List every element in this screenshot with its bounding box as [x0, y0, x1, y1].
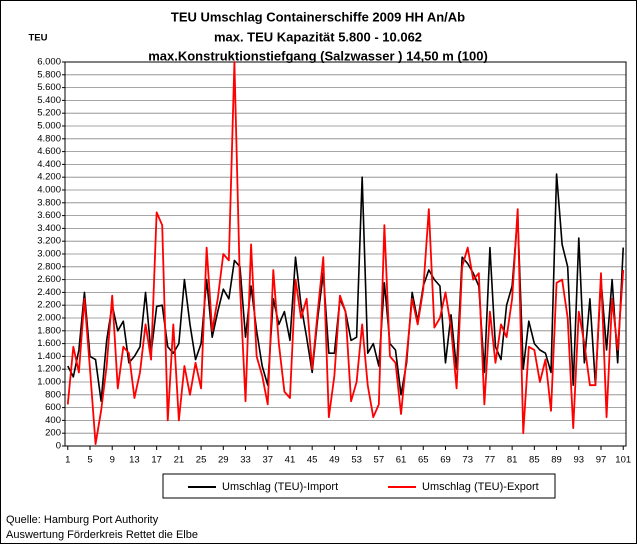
plot-area — [64, 61, 627, 447]
y-tick-label: 5.600 — [37, 82, 61, 93]
x-tick-label: 89 — [551, 455, 562, 466]
y-tick-label: 1.000 — [37, 377, 61, 388]
y-tick-label: 1.800 — [37, 325, 61, 336]
y-tick-label: 1.400 — [37, 351, 61, 362]
x-tick-label: 13 — [129, 455, 140, 466]
y-tick-label: 800 — [45, 389, 61, 400]
x-tick-label: 69 — [440, 455, 451, 466]
x-tick-label: 49 — [329, 455, 340, 466]
legend — [162, 473, 556, 499]
x-tick-label: 1 — [65, 455, 70, 466]
x-tick-label: 61 — [396, 455, 407, 466]
y-tick-label: 4.800 — [37, 133, 61, 144]
y-tick-label: 3.800 — [37, 197, 61, 208]
y-tick-label: 5.400 — [37, 95, 61, 106]
y-tick-label: 3.400 — [37, 223, 61, 234]
y-axis-label: TEU — [29, 33, 48, 44]
x-tick-label: 97 — [596, 455, 607, 466]
source-note: Quelle: Hamburg Port Authority — [6, 514, 159, 526]
x-tick-label: 37 — [262, 455, 273, 466]
y-tick-label: 5.200 — [37, 108, 61, 119]
x-tick-label: 57 — [374, 455, 385, 466]
chart-title: TEU Umschlag Containerschiffe 2009 HH An… — [171, 9, 465, 24]
y-tick-label: 1.200 — [37, 364, 61, 375]
y-tick-label: 5.000 — [37, 121, 61, 132]
x-tick-label: 53 — [351, 455, 362, 466]
x-tick-label: 33 — [240, 455, 251, 466]
series-line — [66, 61, 625, 445]
chart-subtitle: max. TEU Kapazität 5.800 - 10.062 — [214, 29, 422, 44]
x-tick-label: 77 — [485, 455, 496, 466]
legend-label: Umschlag (TEU)-Import — [222, 481, 338, 493]
y-tick-label: 5.800 — [37, 69, 61, 80]
x-tick-label: 9 — [110, 455, 115, 466]
y-tick-label: 3.000 — [37, 249, 61, 260]
y-tick-label: 4.000 — [37, 185, 61, 196]
x-tick-label: 65 — [418, 455, 429, 466]
x-tick-label: 17 — [151, 455, 162, 466]
y-tick-label: 400 — [45, 415, 61, 426]
y-tick-label: 4.200 — [37, 172, 61, 183]
x-tick-label: 5 — [87, 455, 92, 466]
x-tick-label: 101 — [615, 455, 631, 466]
chart-subtitle: max.Konstruktionstiefgang (Salzwasser ) … — [148, 48, 488, 63]
y-tick-label: 3.600 — [37, 210, 61, 221]
y-tick-label: 2.200 — [37, 300, 61, 311]
x-tick-label: 93 — [573, 455, 584, 466]
y-tick-label: 2.800 — [37, 261, 61, 272]
y-tick-label: 2.600 — [37, 274, 61, 285]
y-tick-label: 0 — [56, 441, 61, 452]
x-tick-label: 45 — [307, 455, 318, 466]
x-tick-label: 41 — [285, 455, 296, 466]
y-tick-label: 200 — [45, 428, 61, 439]
y-tick-label: 1.600 — [37, 338, 61, 349]
x-tick-label: 29 — [218, 455, 229, 466]
y-tick-label: 6.000 — [37, 57, 61, 68]
y-tick-label: 2.000 — [37, 313, 61, 324]
y-tick-label: 2.400 — [37, 287, 61, 298]
x-tick-label: 73 — [462, 455, 473, 466]
y-tick-label: 3.200 — [37, 236, 61, 247]
x-tick-label: 21 — [174, 455, 185, 466]
x-tick-label: 25 — [196, 455, 207, 466]
x-tick-label: 81 — [507, 455, 518, 466]
y-tick-label: 600 — [45, 402, 61, 413]
y-tick-label: 4.400 — [37, 159, 61, 170]
legend-label: Umschlag (TEU)-Export — [422, 481, 539, 493]
source-note: Auswertung Förderkreis Rettet die Elbe — [6, 529, 198, 541]
y-tick-label: 4.600 — [37, 146, 61, 157]
x-tick-label: 85 — [529, 455, 540, 466]
